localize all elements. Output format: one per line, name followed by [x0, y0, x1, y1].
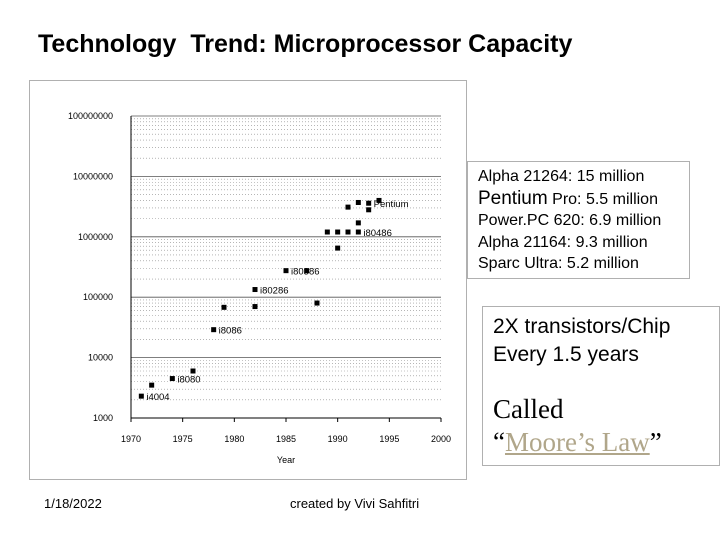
- y-tick-label: 100000000: [68, 111, 113, 121]
- chip-name: Power.PC 620:: [478, 212, 585, 229]
- data-point: [355, 199, 361, 205]
- data-point: [366, 207, 372, 213]
- data-point: [355, 229, 361, 235]
- chip-line-sparc-ultra: Sparc Ultra: 5.2 million: [478, 253, 689, 275]
- data-point: [335, 229, 341, 235]
- data-point: [149, 382, 155, 388]
- slide-title: Technology Trend: Microprocessor Capacit…: [38, 30, 573, 58]
- data-point: [252, 304, 258, 310]
- y-tick-label: 10000: [88, 353, 113, 363]
- y-tick-label: 10000000: [73, 171, 113, 181]
- data-point: [345, 229, 351, 235]
- footer-date: 1/18/2022: [44, 496, 102, 511]
- x-tick-label: 1990: [328, 434, 348, 444]
- moores-law-text: Called “Moore’s Law”: [493, 393, 719, 459]
- y-tick-label: 1000: [93, 413, 113, 423]
- close-quote: ”: [649, 427, 662, 457]
- x-tick-label: 1970: [121, 434, 141, 444]
- chip-line-powerpc620: Power.PC 620: 6.9 million: [478, 210, 689, 232]
- data-point: [324, 229, 330, 235]
- data-point: [335, 245, 341, 251]
- chip-line-alpha21164: Alpha 21164: 9.3 million: [478, 232, 689, 254]
- x-tick-label: 1995: [379, 434, 399, 444]
- y-tick-label: 100000: [83, 292, 113, 302]
- scatter-chart: 100000000 10000000 1000000 100000 10000 1000 1…: [68, 111, 451, 465]
- x-axis-label: Year: [277, 455, 295, 465]
- chip-line-pentium-pro: Pentium Pro: 5.5 million: [478, 188, 689, 211]
- data-point: [345, 204, 351, 210]
- called-label: Called: [493, 394, 564, 424]
- open-quote: “: [493, 427, 505, 457]
- point-label: i8080: [177, 375, 200, 386]
- x-tick-label: 1980: [224, 434, 244, 444]
- data-point: [376, 197, 382, 203]
- x-tick-label: 2000: [431, 434, 451, 444]
- growth-rate-line-1: 2X transistors/Chip: [493, 315, 671, 338]
- data-point: [304, 268, 310, 274]
- x-tick-label: 1975: [173, 434, 193, 444]
- point-label: i80486: [363, 228, 392, 239]
- data-point: [190, 368, 196, 374]
- data-point: [314, 300, 320, 306]
- chip-count: Pro: 5.5 million: [547, 190, 658, 208]
- chart-panel: 100000000 10000000 1000000 100000 10000 1000 1…: [29, 80, 467, 480]
- data-point: [138, 393, 144, 399]
- chip-name: Alpha 21264:: [478, 168, 573, 185]
- chip-name: Sparc Ultra:: [478, 255, 563, 272]
- chip-list-callout: Alpha 21264: 15 million Pentium Pro: 5.5…: [467, 161, 690, 279]
- data-point: [366, 200, 372, 206]
- data-point: [169, 376, 175, 382]
- chip-count: 9.3 million: [571, 233, 648, 251]
- point-label: i8086: [219, 326, 242, 337]
- point-label: Pentium: [374, 199, 409, 210]
- chip-name: Alpha 21164:: [478, 233, 572, 251]
- data-point: [355, 220, 361, 226]
- point-label: i80286: [260, 286, 289, 297]
- growth-rate-line-2: Every 1.5 years: [493, 343, 639, 366]
- data-point: [221, 304, 227, 310]
- footer-credit: created by Vivi Sahfitri: [290, 496, 420, 511]
- data-point: [283, 268, 289, 274]
- data-point: [252, 287, 258, 293]
- point-label: i4004: [146, 392, 169, 403]
- chip-count: 6.9 million: [584, 212, 662, 229]
- y-tick-label: 1000000: [78, 232, 113, 242]
- chip-name: Pentium: [478, 187, 548, 209]
- moores-law-link[interactable]: Moore’s Law: [504, 427, 650, 457]
- moores-law-quote: “Moore’s Law”: [493, 426, 719, 459]
- x-tick-label: 1985: [276, 434, 296, 444]
- chip-count: 15 million: [572, 168, 645, 185]
- chip-line-alpha21264: Alpha 21264: 15 million: [478, 166, 689, 188]
- chip-count: 5.2 million: [562, 255, 639, 272]
- data-point: [211, 327, 217, 333]
- moores-law-callout: 2X transistors/Chip Every 1.5 years Call…: [482, 306, 720, 466]
